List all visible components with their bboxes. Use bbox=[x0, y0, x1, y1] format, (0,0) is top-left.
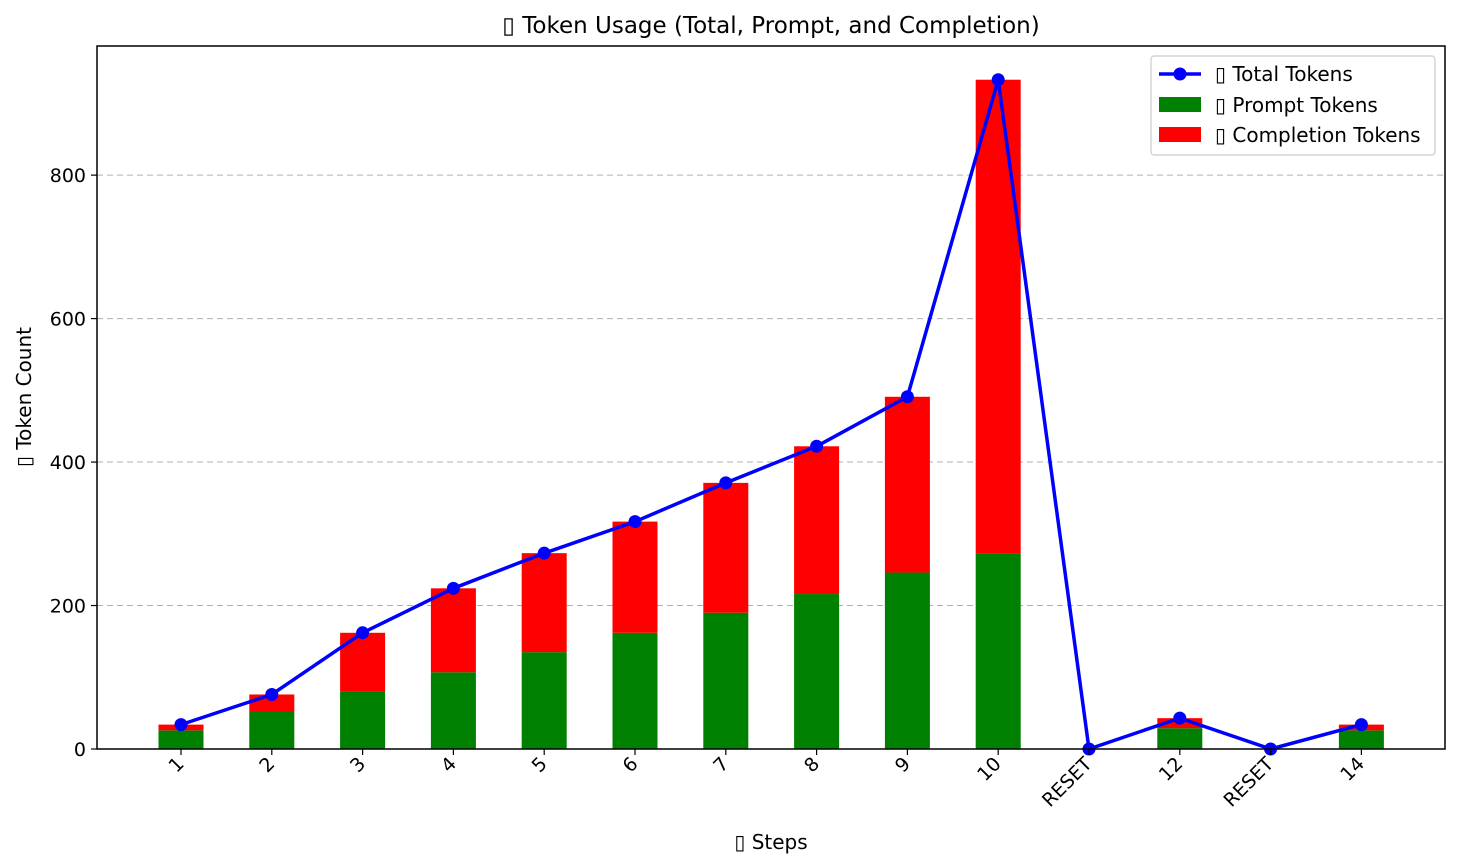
bar-prompt-10 bbox=[975, 553, 1021, 749]
x-tick-label-9: 9 bbox=[891, 753, 915, 777]
bar-completion-7 bbox=[703, 482, 749, 613]
bar-prompt-8 bbox=[794, 594, 840, 749]
line-layer bbox=[174, 73, 1368, 756]
bar-prompt-9 bbox=[884, 572, 930, 749]
total-tokens-point-4 bbox=[446, 581, 460, 595]
x-tick-label-12: 12 bbox=[1155, 753, 1188, 786]
bar-completion-9 bbox=[884, 396, 930, 573]
bar-prompt-5 bbox=[521, 652, 567, 749]
legend-completion-label: ▯ Completion Tokens bbox=[1215, 123, 1421, 147]
total-tokens-point-9 bbox=[900, 390, 914, 404]
x-tick-label-4: 4 bbox=[437, 753, 461, 777]
chart-title: ▯ Token Usage (Total, Prompt, and Comple… bbox=[502, 13, 1039, 39]
y-tick-label-200: 200 bbox=[50, 596, 86, 618]
x-tick-label-3: 3 bbox=[346, 753, 370, 777]
x-tick-label-14: 14 bbox=[1336, 753, 1369, 786]
bar-prompt-4 bbox=[430, 672, 476, 749]
legend-prompt-label: ▯ Prompt Tokens bbox=[1215, 93, 1378, 117]
y-tick-label-800: 800 bbox=[50, 165, 86, 187]
total-tokens-point-8 bbox=[810, 439, 824, 453]
bar-prompt-14 bbox=[1338, 730, 1384, 749]
x-tick-label-1: 1 bbox=[164, 753, 188, 777]
y-axis-title: ▯ Token Count bbox=[12, 327, 36, 467]
total-tokens-point-3 bbox=[356, 626, 370, 640]
grid-layer bbox=[97, 174, 1445, 607]
bar-completion-8 bbox=[794, 446, 840, 595]
y-tick-label-0: 0 bbox=[74, 739, 86, 761]
legend-completion-swatch bbox=[1159, 127, 1201, 142]
legend-box bbox=[1150, 55, 1436, 156]
bar-prompt-6 bbox=[612, 632, 658, 749]
bar-prompt-7 bbox=[703, 612, 749, 749]
legend-total-marker-swatch bbox=[1173, 67, 1187, 81]
x-tick-label-13: RESET bbox=[1220, 753, 1279, 812]
legend-prompt-swatch bbox=[1159, 97, 1201, 112]
total-tokens-point-14 bbox=[1354, 718, 1368, 732]
total-tokens-point-1 bbox=[174, 718, 188, 732]
x-tick-label-2: 2 bbox=[255, 753, 279, 777]
x-axis-title: ▯ Steps bbox=[734, 830, 807, 854]
total-tokens-point-5 bbox=[537, 546, 551, 560]
y-tick-label-600: 600 bbox=[50, 309, 86, 331]
y-tick-label-400: 400 bbox=[50, 452, 86, 474]
bar-prompt-12 bbox=[1157, 728, 1203, 749]
bar-prompt-1 bbox=[158, 730, 204, 749]
x-tick-label-6: 6 bbox=[618, 753, 642, 777]
bar-completion-4 bbox=[430, 588, 476, 673]
total-tokens-line bbox=[180, 77, 1362, 751]
bar-prompt-3 bbox=[340, 691, 386, 749]
x-tick-label-5: 5 bbox=[528, 753, 552, 777]
plot-frame bbox=[96, 45, 1446, 750]
bar-prompt-2 bbox=[249, 710, 295, 749]
total-tokens-point-7 bbox=[719, 476, 733, 490]
bar-completion-10 bbox=[975, 79, 1021, 554]
x-tick-label-10: 10 bbox=[973, 753, 1006, 786]
x-tick-label-11: RESET bbox=[1038, 753, 1097, 812]
x-tick-label-7: 7 bbox=[709, 753, 733, 777]
legend-total-label: ▯ Total Tokens bbox=[1215, 62, 1353, 86]
total-tokens-point-12 bbox=[1173, 711, 1187, 725]
total-tokens-point-2 bbox=[265, 687, 279, 701]
total-tokens-point-10 bbox=[991, 73, 1005, 87]
legend: ▯ Total Tokens ▯ Prompt Tokens ▯ Complet… bbox=[1150, 55, 1436, 156]
bar-layer bbox=[158, 79, 1384, 749]
x-tick-label-8: 8 bbox=[800, 753, 824, 777]
bar-completion-5 bbox=[521, 553, 567, 653]
total-tokens-point-6 bbox=[628, 515, 642, 529]
bar-completion-6 bbox=[612, 521, 658, 633]
